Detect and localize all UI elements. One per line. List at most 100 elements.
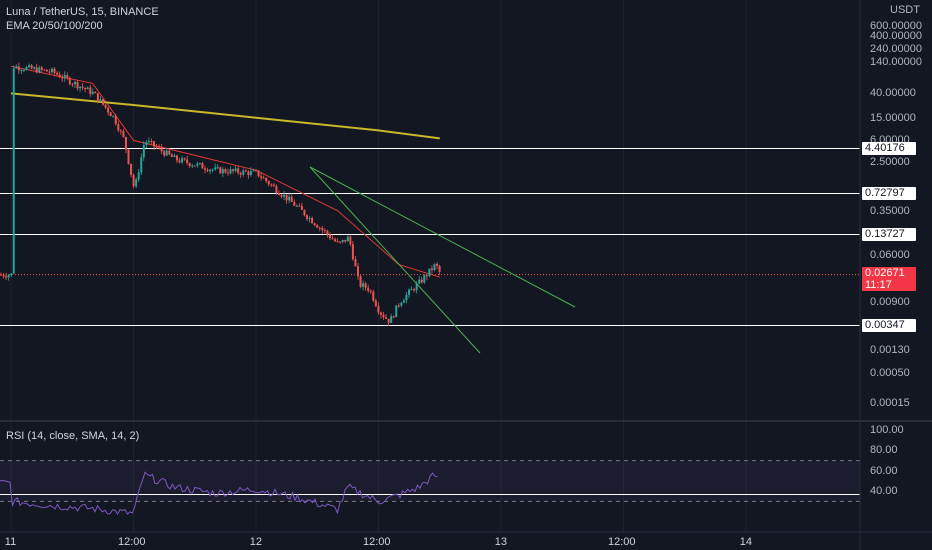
candle-body <box>71 84 74 86</box>
candle-body <box>96 93 99 102</box>
candle-body <box>76 81 79 89</box>
candle-body <box>400 302 403 306</box>
candle-body <box>395 305 398 318</box>
candle-body <box>226 172 229 174</box>
candle-body <box>68 77 71 85</box>
candle-body <box>22 69 25 71</box>
candle-body <box>293 201 296 206</box>
candle-body <box>209 169 212 172</box>
candle-body <box>7 275 10 278</box>
candle-body <box>81 86 84 88</box>
candle-body <box>362 283 365 287</box>
candle-body <box>130 163 133 175</box>
candle-body <box>142 145 145 158</box>
symbol-legend[interactable]: Luna / TetherUS, 15, BINANCE <box>6 6 159 18</box>
candle-body <box>385 317 388 319</box>
candle-body <box>48 71 51 73</box>
candle-body <box>308 217 311 219</box>
wedge-lower-trendline <box>309 166 481 354</box>
candle-body <box>12 68 15 274</box>
candle-body <box>86 87 89 90</box>
candle-body <box>211 169 214 171</box>
rsi-line <box>0 471 438 516</box>
candle-body <box>186 159 189 164</box>
candle-body <box>73 81 76 85</box>
candle-body <box>288 196 291 201</box>
candle-body <box>234 168 237 171</box>
candle-body <box>155 146 158 148</box>
candle-body <box>163 151 166 156</box>
candle-body <box>316 225 319 228</box>
candle-body <box>346 236 349 242</box>
candle-body <box>262 177 265 179</box>
time-tick-label: 12:00 <box>608 536 636 548</box>
rsi-legend[interactable]: RSI (14, close, SMA, 14, 2) <box>6 430 140 442</box>
candle-body <box>336 241 339 243</box>
candle-body <box>15 66 18 69</box>
ema-legend[interactable]: EMA 20/50/100/200 <box>6 20 103 32</box>
candle-body <box>425 275 428 277</box>
candle-body <box>242 170 245 175</box>
candle-body <box>369 290 372 292</box>
candle-body <box>114 115 117 125</box>
trendlines[interactable] <box>309 166 576 354</box>
time-tick-label: 12:00 <box>363 536 391 548</box>
candle-body <box>181 158 184 163</box>
rsi-tick-label: 60.00 <box>870 464 898 477</box>
candle-body <box>265 177 268 182</box>
candles <box>0 62 441 327</box>
time-tick-label: 13 <box>494 536 508 548</box>
candle-body <box>364 283 367 288</box>
candle-body <box>132 174 135 187</box>
candle-body <box>117 124 120 131</box>
candle-body <box>150 141 153 143</box>
candle-body <box>201 163 204 169</box>
candle-body <box>33 67 36 69</box>
candle-body <box>415 283 418 291</box>
candle-body <box>204 168 206 170</box>
candle-body <box>277 192 280 196</box>
candle-body <box>321 227 324 230</box>
candle-body <box>229 169 232 174</box>
rsi-tick-label: 100.00 <box>870 424 904 436</box>
level-tag: 4.40176 <box>862 142 916 155</box>
price-tick-label: 0.00015 <box>870 397 910 409</box>
current-price-value: 0.02671 <box>865 267 905 279</box>
candle-body <box>433 264 436 270</box>
candle-body <box>402 300 405 303</box>
candle-body <box>35 67 38 73</box>
ema-200-line <box>10 92 440 140</box>
candle-body <box>303 209 306 216</box>
candle-body <box>397 305 400 307</box>
candle-body <box>30 65 33 69</box>
candle-body <box>43 69 46 71</box>
candle-body <box>206 169 209 172</box>
candle-body <box>109 112 112 117</box>
price-tick-label: 2.50000 <box>870 156 910 169</box>
level-tag: 0.00347 <box>862 319 916 332</box>
rsi-pane <box>0 460 860 516</box>
candle-body <box>438 265 441 272</box>
candle-body <box>331 238 334 240</box>
candle-body <box>168 150 171 155</box>
currency-label: USDT <box>890 4 920 16</box>
candle-body <box>311 217 314 224</box>
candle-body <box>359 276 362 287</box>
candle-body <box>191 165 194 167</box>
candle-body <box>423 275 426 283</box>
candle-body <box>89 87 92 94</box>
candle-body <box>221 169 224 174</box>
candle-body <box>165 150 168 156</box>
candle-body <box>367 287 370 291</box>
candle-body <box>339 241 342 243</box>
time-tick-label: 11 <box>4 536 17 548</box>
candle-body <box>430 268 433 270</box>
candle-body <box>323 229 326 231</box>
price-tick-label: 0.35000 <box>870 204 910 217</box>
candle-body <box>5 276 8 278</box>
candle-body <box>285 194 288 201</box>
candle-body <box>188 163 191 166</box>
wedge-upper-trendline <box>309 166 576 308</box>
rsi-tick-label: 80.00 <box>870 444 898 457</box>
